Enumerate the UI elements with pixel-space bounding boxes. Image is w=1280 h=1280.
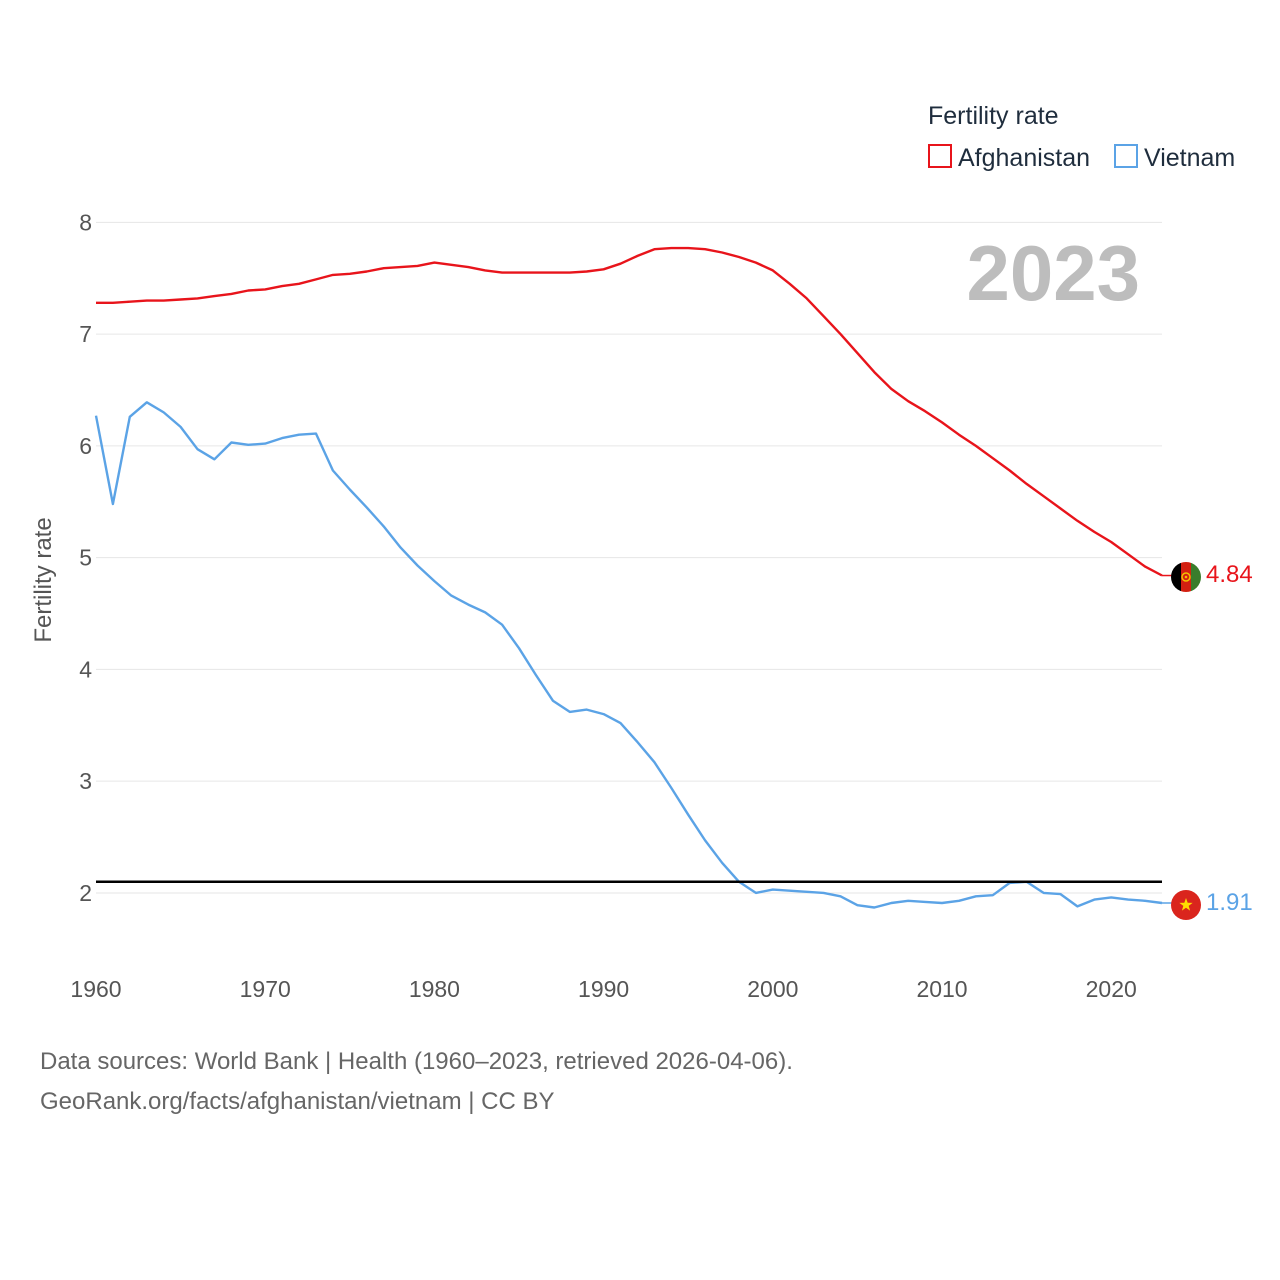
y-tick-label: 3 (79, 768, 92, 794)
legend-label-vietnam: Vietnam (1144, 144, 1235, 172)
legend-item-afghanistan[interactable]: Afghanistan (928, 144, 1090, 172)
x-tick-label: 1960 (70, 976, 121, 1002)
y-axis-label: Fertility rate (30, 517, 57, 642)
x-tick-label: 1970 (240, 976, 291, 1002)
source-line-1: Data sources: World Bank | Health (1960–… (40, 1048, 793, 1075)
legend-label-afghanistan: Afghanistan (958, 144, 1090, 172)
end-marker-vietnam: 1.91 (1162, 889, 1253, 920)
end-label-vietnam: 1.91 (1206, 889, 1253, 916)
y-tick-label: 8 (79, 209, 92, 235)
y-tick-label: 4 (79, 656, 92, 682)
legend: Fertility rate Afghanistan Vietnam (928, 102, 1235, 172)
legend-item-vietnam[interactable]: Vietnam (1114, 144, 1235, 172)
x-tick-label: 1990 (578, 976, 629, 1002)
series-line-vietnam (94, 401, 1163, 909)
x-tick-label: 2000 (747, 976, 798, 1002)
x-tick-label: 1980 (409, 976, 460, 1002)
x-axis-ticks: 1960 1970 1980 1990 2000 2010 2020 (70, 976, 1136, 1002)
legend-swatch-vietnam (1114, 144, 1138, 168)
legend-title: Fertility rate (928, 102, 1059, 130)
end-label-afghanistan: 4.84 (1206, 561, 1253, 588)
grid (96, 221, 1162, 894)
series-lines (94, 246, 1163, 909)
year-label: 2023 (966, 229, 1140, 317)
source-note: Data sources: World Bank | Health (1960–… (40, 1042, 793, 1122)
legend-swatch-afghanistan (928, 144, 952, 168)
source-line-2[interactable]: GeoRank.org/facts/afghanistan/vietnam | … (40, 1088, 555, 1115)
y-tick-label: 6 (79, 433, 92, 459)
fertility-rate-chart: 2 3 4 5 6 7 8 1960 1970 1980 1990 2000 2010 2020 Fer… (30, 102, 1253, 1002)
y-tick-label: 5 (79, 545, 92, 571)
end-marker-afghanistan: 4.84 (1162, 561, 1253, 592)
y-axis-ticks: 2 3 4 5 6 7 8 (79, 209, 92, 906)
y-tick-label: 7 (79, 321, 92, 347)
x-tick-label: 2020 (1086, 976, 1137, 1002)
y-tick-label: 2 (79, 880, 92, 906)
x-tick-label: 2010 (916, 976, 967, 1002)
afghanistan-flag-icon (1171, 562, 1201, 592)
vietnam-flag-icon (1171, 890, 1201, 920)
series-line-afghanistan (96, 246, 1163, 577)
